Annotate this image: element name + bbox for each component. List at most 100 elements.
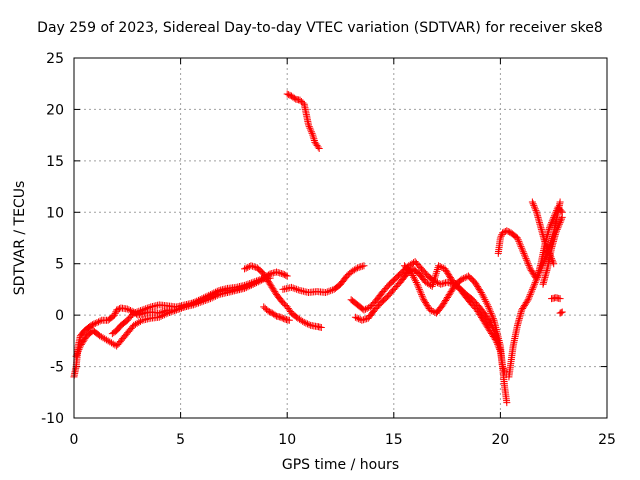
data-point — [159, 312, 167, 320]
data-point — [518, 246, 526, 254]
data-point — [487, 328, 495, 336]
data-point — [90, 320, 98, 328]
data-point — [440, 299, 448, 307]
data-point — [482, 321, 490, 329]
data-point — [203, 293, 211, 301]
data-point — [521, 253, 529, 261]
y-tick-label: 10 — [46, 205, 64, 221]
data-point — [411, 275, 419, 283]
data-point — [449, 285, 457, 293]
data-point — [485, 304, 493, 312]
data-point — [443, 278, 451, 286]
data-point — [162, 310, 170, 318]
data-point — [280, 315, 288, 323]
data-point — [479, 316, 487, 324]
data-point — [444, 269, 452, 277]
data-point — [522, 299, 530, 307]
data-point — [556, 219, 564, 227]
data-point — [285, 91, 293, 99]
data-point — [421, 299, 429, 307]
data-point — [486, 308, 494, 316]
data-point — [529, 269, 537, 277]
data-point — [325, 287, 333, 295]
data-point — [515, 237, 523, 245]
data-point — [241, 265, 249, 273]
data-point — [412, 279, 420, 287]
data-point — [549, 215, 557, 223]
data-point — [484, 316, 492, 324]
data-point — [355, 315, 363, 323]
data-point — [81, 335, 89, 343]
data-point — [457, 276, 465, 284]
data-point — [77, 341, 85, 349]
x-tick-label: 25 — [598, 432, 616, 448]
data-point — [557, 309, 565, 317]
data-point — [530, 201, 538, 209]
data-point — [476, 287, 484, 295]
data-point — [262, 273, 270, 281]
data-point — [310, 135, 318, 143]
data-point — [75, 345, 83, 353]
data-point — [360, 306, 368, 314]
data-point — [323, 288, 331, 296]
data-point — [409, 271, 417, 279]
data-point — [359, 316, 367, 324]
data-point — [130, 309, 138, 317]
data-point — [411, 277, 419, 285]
data-point — [516, 239, 524, 247]
data-point — [558, 308, 566, 316]
data-point — [137, 307, 145, 315]
data-point — [526, 291, 534, 299]
data-point — [88, 321, 96, 329]
series-tr14 — [539, 213, 566, 288]
data-point — [78, 339, 86, 347]
data-point — [503, 227, 511, 235]
data-point — [76, 342, 84, 350]
data-point — [489, 315, 497, 323]
data-point — [442, 296, 450, 304]
data-point — [553, 225, 561, 233]
x-tick-label: 15 — [385, 432, 403, 448]
data-point — [432, 269, 440, 277]
data-point — [142, 305, 150, 313]
data-point — [529, 200, 537, 208]
data-point — [315, 145, 323, 153]
data-point — [517, 243, 525, 251]
data-point — [145, 304, 153, 312]
x-axis-label: GPS time / hours — [281, 457, 400, 473]
data-point — [294, 286, 302, 294]
data-point — [282, 271, 290, 279]
data-point — [480, 318, 488, 326]
data-point — [271, 311, 279, 319]
data-point — [554, 224, 562, 232]
data-point — [191, 298, 199, 306]
data-point — [210, 290, 218, 298]
data-point — [416, 287, 424, 295]
data-point — [351, 313, 359, 321]
data-point — [360, 262, 368, 270]
data-point — [283, 90, 291, 98]
data-point — [439, 301, 447, 309]
data-point — [125, 306, 133, 314]
data-point — [438, 280, 446, 288]
data-point — [300, 318, 308, 326]
series-tr9 — [351, 262, 504, 355]
series-tr7 — [283, 90, 323, 153]
data-point — [285, 316, 293, 324]
data-point — [418, 291, 426, 299]
data-point — [157, 312, 165, 320]
data-point — [532, 207, 540, 215]
data-point — [246, 282, 254, 290]
data-point — [87, 321, 95, 329]
data-point — [155, 313, 163, 321]
data-point — [474, 307, 482, 315]
data-point — [552, 229, 560, 237]
data-point — [278, 314, 286, 322]
data-point — [314, 143, 322, 151]
data-point — [475, 309, 483, 317]
data-marks — [70, 90, 566, 407]
data-point — [482, 313, 490, 321]
data-point — [423, 302, 431, 310]
data-point — [267, 308, 275, 316]
data-point — [486, 327, 494, 335]
